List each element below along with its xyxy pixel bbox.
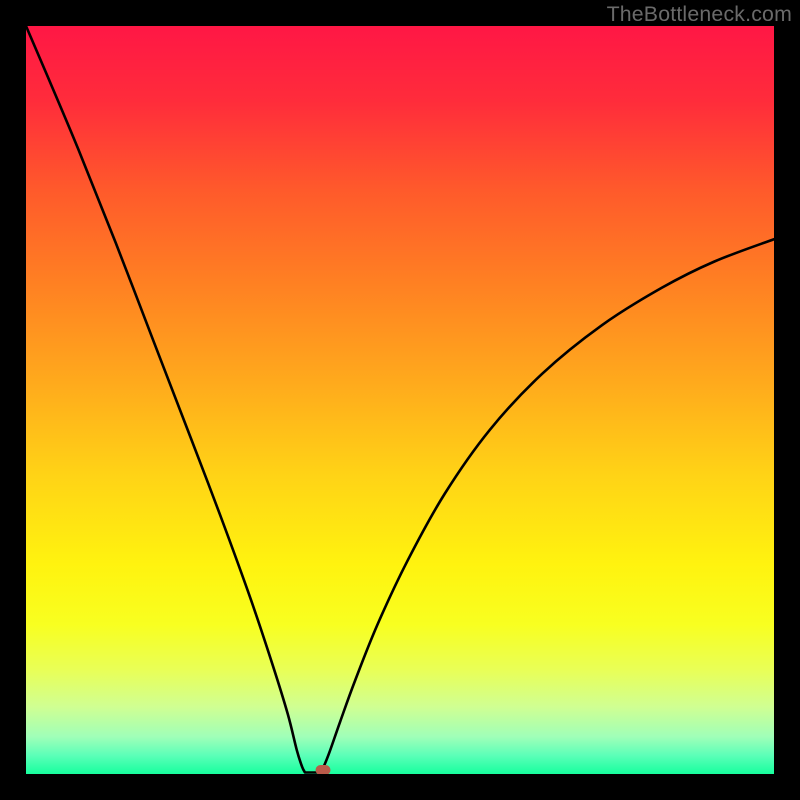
watermark-label: TheBottleneck.com: [607, 2, 792, 27]
optimal-point-marker: [315, 765, 330, 775]
bottleneck-curve: [26, 26, 774, 774]
plot-area: [26, 26, 774, 774]
